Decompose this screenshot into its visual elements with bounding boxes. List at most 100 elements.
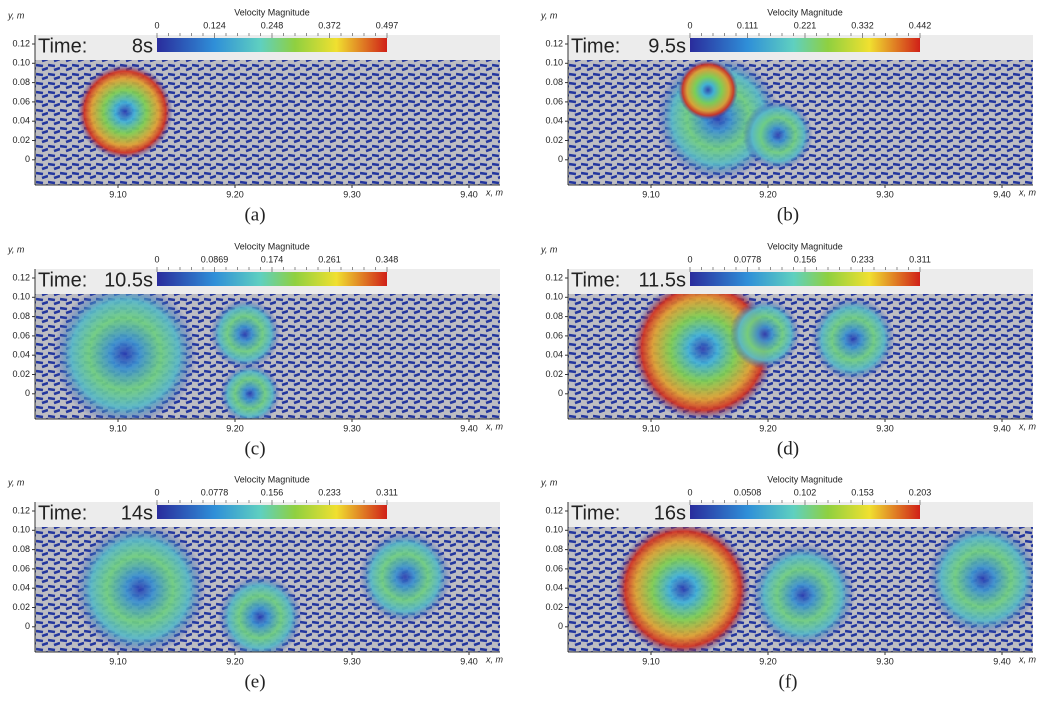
time-label: Time: bbox=[38, 269, 87, 291]
y-tick-label: 0.04 bbox=[12, 116, 30, 126]
y-tick-label: 0.12 bbox=[545, 505, 563, 515]
velocity-field bbox=[568, 527, 1033, 652]
time-value: 11.5s bbox=[639, 269, 686, 291]
y-tick-label: 0.04 bbox=[12, 583, 30, 593]
caption: (d) bbox=[777, 438, 799, 459]
panel: y, m 0.12 0.10 0.08 0.06 0.04 0.02 0 9.10 9.20 9.3… bbox=[7, 474, 504, 692]
vortex bbox=[210, 299, 280, 369]
colorbar-tick-label: 0 bbox=[154, 487, 159, 497]
panel: y, m 0.12 0.10 0.08 0.06 0.04 0.02 0 9.10 9.20 9.3… bbox=[540, 474, 1037, 692]
colorbar-tick-label: 0 bbox=[154, 254, 159, 264]
vortex bbox=[615, 527, 751, 652]
time-value: 8s bbox=[132, 35, 153, 57]
colorbar-title: Velocity Magnitude bbox=[234, 474, 310, 484]
x-tick-label: 9.40 bbox=[993, 189, 1011, 199]
y-tick-label: 0.04 bbox=[12, 350, 30, 360]
y-tick-label: 0.12 bbox=[12, 38, 30, 48]
colorbar-tick-label: 0.261 bbox=[318, 254, 341, 264]
time-label: Time: bbox=[38, 502, 87, 524]
vortex bbox=[811, 297, 895, 381]
x-tick-label: 9.30 bbox=[343, 656, 361, 666]
y-tick-label: 0.08 bbox=[12, 77, 30, 87]
colorbar-tick-label: 0.221 bbox=[794, 20, 817, 30]
time-value: 16s bbox=[654, 502, 686, 524]
x-tick-label: 9.10 bbox=[642, 656, 660, 666]
y-tick-label: 0 bbox=[558, 154, 563, 164]
x-tick-label: 9.10 bbox=[109, 423, 127, 433]
x-tick-label: 9.30 bbox=[343, 189, 361, 199]
y-tick-label: 0.10 bbox=[545, 292, 563, 302]
y-tick-label: 0.06 bbox=[545, 96, 563, 106]
y-tick-label: 0.08 bbox=[545, 311, 563, 321]
colorbar-tick-label: 0.203 bbox=[909, 487, 932, 497]
velocity-field bbox=[568, 294, 1033, 419]
velocity-field bbox=[35, 294, 500, 419]
y-tick-label: 0.04 bbox=[545, 116, 563, 126]
x-tick-label: 9.30 bbox=[876, 423, 894, 433]
colorbar-tick-label: 0.0778 bbox=[734, 254, 762, 264]
colorbar-tick-label: 0.156 bbox=[794, 254, 817, 264]
y-tick-label: 0.08 bbox=[545, 77, 563, 87]
colorbar bbox=[157, 38, 387, 52]
velocity-field bbox=[35, 527, 500, 652]
y-tick-label: 0.02 bbox=[545, 135, 563, 145]
y-tick-label: 0.12 bbox=[12, 505, 30, 515]
colorbar-tick-label: 0.0508 bbox=[734, 487, 762, 497]
x-tick-label: 9.10 bbox=[109, 189, 127, 199]
caption: (a) bbox=[244, 204, 265, 225]
colorbar-tick-label: 0.153 bbox=[851, 487, 874, 497]
y-tick-label: 0 bbox=[558, 388, 563, 398]
y-tick-label: 0.06 bbox=[12, 96, 30, 106]
colorbar-tick-label: 0 bbox=[687, 487, 692, 497]
time-label: Time: bbox=[571, 502, 620, 524]
y-tick-label: 0.10 bbox=[12, 58, 30, 68]
colorbar bbox=[690, 505, 920, 519]
y-tick-label: 0.02 bbox=[545, 369, 563, 379]
x-axis-label: x, m bbox=[1018, 187, 1037, 197]
colorbar bbox=[690, 272, 920, 286]
time-label: Time: bbox=[571, 35, 620, 57]
y-tick-label: 0.08 bbox=[545, 544, 563, 554]
colorbar-tick-label: 0.442 bbox=[909, 20, 932, 30]
y-tick-label: 0.08 bbox=[12, 544, 30, 554]
x-tick-label: 9.40 bbox=[460, 656, 478, 666]
y-axis-label: y, m bbox=[540, 244, 558, 254]
y-axis-label: y, m bbox=[540, 477, 558, 487]
x-tick-label: 9.20 bbox=[759, 656, 777, 666]
colorbar bbox=[157, 272, 387, 286]
x-tick-label: 9.20 bbox=[226, 423, 244, 433]
colorbar-tick-label: 0.0869 bbox=[201, 254, 229, 264]
panel: y, m 0.12 0.10 0.08 0.06 0.04 0.02 0 9.10 9.20 9.3… bbox=[540, 7, 1037, 225]
x-tick-label: 9.30 bbox=[876, 189, 894, 199]
panel: y, m 0.12 0.10 0.08 0.06 0.04 0.02 0 9.10 9.20 9.3… bbox=[7, 7, 504, 225]
panel: y, m 0.12 0.10 0.08 0.06 0.04 0.02 0 9.10 9.20 9.3… bbox=[540, 241, 1037, 459]
colorbar-tick-label: 0 bbox=[154, 20, 159, 30]
x-tick-label: 9.40 bbox=[993, 656, 1011, 666]
vortex bbox=[53, 294, 197, 419]
y-tick-label: 0.02 bbox=[12, 135, 30, 145]
x-tick-label: 9.20 bbox=[226, 656, 244, 666]
y-tick-label: 0.06 bbox=[12, 330, 30, 340]
x-tick-label: 9.40 bbox=[993, 423, 1011, 433]
x-tick-label: 9.20 bbox=[759, 189, 777, 199]
colorbar-tick-label: 0.497 bbox=[376, 20, 399, 30]
colorbar-tick-label: 0.174 bbox=[261, 254, 284, 264]
time-label: Time: bbox=[38, 35, 87, 57]
y-tick-label: 0.10 bbox=[12, 525, 30, 535]
y-tick-label: 0.08 bbox=[12, 311, 30, 321]
y-axis-label: y, m bbox=[540, 10, 558, 20]
velocity-field bbox=[568, 60, 1033, 185]
colorbar-tick-label: 0.311 bbox=[909, 254, 931, 264]
y-tick-label: 0.12 bbox=[545, 38, 563, 48]
vortex bbox=[77, 64, 173, 160]
y-tick-label: 0.10 bbox=[12, 292, 30, 302]
vortex bbox=[359, 531, 451, 623]
colorbar-title: Velocity Magnitude bbox=[767, 7, 843, 17]
colorbar-tick-label: 0.124 bbox=[203, 20, 226, 30]
x-axis-label: x, m bbox=[1018, 421, 1037, 431]
colorbar-title: Velocity Magnitude bbox=[767, 474, 843, 484]
colorbar-title: Velocity Magnitude bbox=[767, 241, 843, 251]
vortex bbox=[74, 527, 206, 652]
y-tick-label: 0.06 bbox=[545, 330, 563, 340]
x-axis-label: x, m bbox=[485, 421, 504, 431]
